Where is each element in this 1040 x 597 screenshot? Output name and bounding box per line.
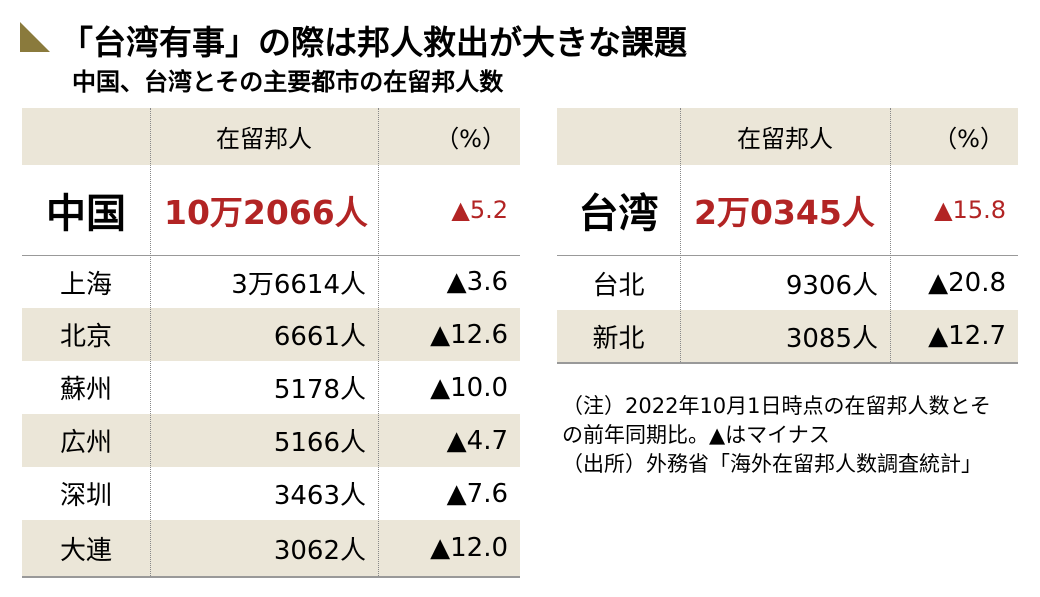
row-name: 台北: [592, 270, 645, 301]
column-divider: [890, 108, 891, 362]
column-header: 在留邦人: [737, 125, 833, 153]
row-count: 3062人: [273, 535, 366, 566]
row-bg: [22, 520, 520, 576]
row-name: 蘇州: [59, 375, 112, 405]
row-count: 9306人: [785, 270, 878, 301]
row-count: 3463人: [273, 481, 366, 511]
row-count: 3万6614人: [231, 269, 366, 300]
total-change: ▲5.2: [451, 196, 508, 224]
row-bg: [22, 414, 520, 467]
row-change: ▲12.0: [430, 533, 508, 563]
row-change: ▲20.8: [928, 268, 1006, 298]
row-name: 大連: [59, 535, 112, 566]
total-count: 10万2066人: [164, 193, 368, 232]
row-name: 北京: [59, 322, 112, 352]
row-name: 広州: [59, 428, 112, 458]
column-divider: [150, 108, 151, 576]
total-count: 2万0345人: [694, 193, 875, 232]
row-change: ▲12.7: [928, 321, 1006, 351]
title: 「台湾有事」の際は邦人救出が大きな課題: [60, 23, 687, 62]
bottom-line: [557, 362, 1018, 364]
column-header: 在留邦人: [216, 125, 312, 153]
column-header: （%）: [933, 125, 1004, 153]
header-row: [557, 108, 1018, 165]
note: の前年同期比。▲はマイナス: [562, 423, 830, 447]
column-header: （%）: [435, 125, 506, 153]
note: （出所）外務省「海外在留邦人数調査統計」: [562, 452, 982, 476]
row-change: ▲4.7: [446, 425, 508, 456]
row-count: 3085人: [785, 323, 878, 354]
row-change: ▲10.0: [430, 372, 508, 403]
row-change: ▲7.6: [446, 478, 508, 509]
row-bg: [22, 308, 520, 361]
corner-mark: [20, 22, 50, 52]
row-count: 5178人: [273, 375, 366, 405]
subtitle: 中国、台湾とその主要都市の在留邦人数: [72, 68, 504, 96]
note: （注）2022年10月1日時点の在留邦人数とそ: [562, 394, 991, 418]
row-name: 上海: [59, 269, 112, 300]
row-count: 6661人: [273, 322, 366, 352]
row-name: 深圳: [59, 481, 112, 511]
divider: [557, 255, 1018, 256]
total-name: 中国: [46, 191, 126, 237]
bottom-line: [22, 576, 520, 578]
header-row: [22, 108, 520, 165]
divider: [22, 255, 520, 256]
total-name: 台湾: [578, 191, 659, 237]
column-divider: [378, 108, 379, 576]
total-change: ▲15.8: [934, 196, 1006, 224]
row-name: 新北: [592, 323, 645, 354]
row-change: ▲12.6: [430, 319, 508, 350]
row-bg: [557, 310, 1018, 362]
column-divider: [680, 108, 681, 362]
row-change: ▲3.6: [446, 267, 508, 297]
row-count: 5166人: [273, 428, 366, 458]
